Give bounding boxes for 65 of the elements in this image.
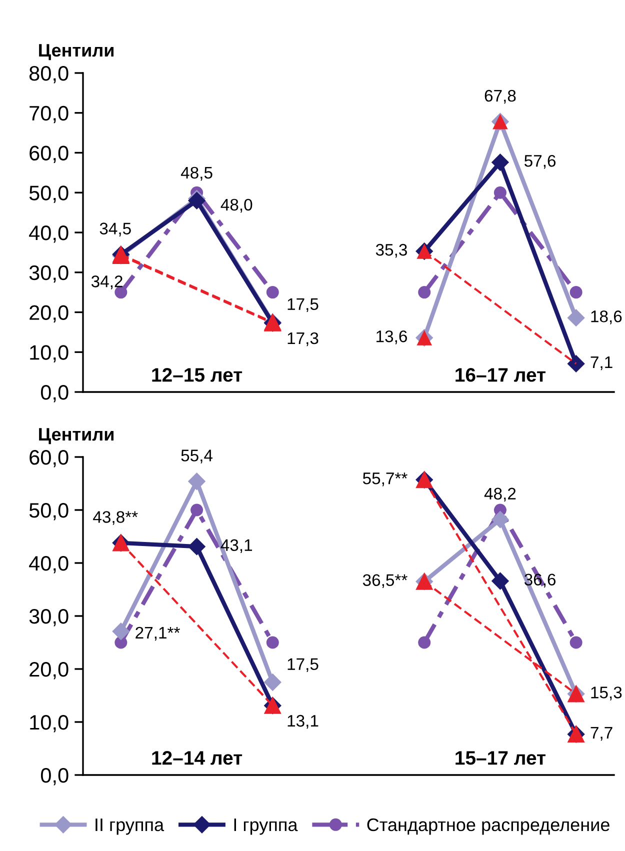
data-label: 13,1 [288,714,318,729]
data-label: 34,2 [91,276,122,290]
data-label: 7,7 [590,727,612,741]
y-tick-label: 0,0 [40,768,68,786]
y-tick-label: 60,0 [30,450,68,468]
point [494,186,506,199]
y-tick-label: 50,0 [29,186,68,203]
y-tick-label: 10,0 [30,345,68,362]
data-label: 17,5 [288,658,318,672]
y-tick-label: 60,0 [30,146,68,163]
point [188,538,206,556]
y-axis-title: Центили [39,44,114,60]
point [568,309,585,326]
point [418,286,431,299]
y-tick-label: 50,0 [29,503,68,520]
y-tick-label: 40,0 [29,556,68,574]
y-tick-label: 30,0 [29,609,68,626]
data-label: 17,3 [288,332,318,346]
data-label: 43,1 [220,539,252,554]
data-label: 55,4 [181,450,213,464]
point [492,510,509,528]
point [570,286,582,299]
point [188,472,206,490]
annotation: 12–15 лет [152,368,242,382]
data-label: 7,1 [590,356,612,370]
y-tick-label: 80,0 [29,66,68,84]
y-tick-label: 40,0 [29,226,68,243]
data-label: 27,1** [136,626,180,641]
legend-label: Стандартное распределение [367,818,610,835]
point [190,504,204,516]
point [266,286,279,299]
annotation: 15–17 лет [456,751,546,765]
data-label: 15,3 [591,686,622,700]
point [266,636,279,649]
data-label: 43,8** [93,511,138,525]
point [264,674,282,691]
data-label: 18,6 [591,310,622,324]
point [492,154,509,171]
data-label: 48,0 [220,198,252,213]
data-label: 67,8 [484,90,516,104]
point [418,636,431,649]
y-tick-label: 10,0 [30,715,68,732]
legend-label: II группа [96,818,164,835]
y-tick-label: 0,0 [40,385,68,402]
data-label: 48,5 [180,166,212,181]
point [492,572,509,590]
y-axis-title: Центили [39,428,114,444]
data-label: 48,2 [484,488,516,502]
y-tick-label: 70,0 [30,106,68,124]
point [112,622,130,640]
data-label: 35,3 [376,244,407,258]
annotation: 12–14 лет [152,751,242,765]
data-label: 36,5** [362,574,408,588]
y-tick-label: 20,0 [30,305,68,322]
data-label: 34,5 [100,222,131,236]
data-label: 17,5 [288,298,318,312]
y-tick-label: 20,0 [30,662,68,680]
data-label: 55,7** [362,472,408,486]
annotation: 16–17 лет [456,368,546,382]
point [568,355,585,372]
legend-label: I группа [234,818,298,835]
data-label: 13,6 [376,330,407,344]
point [570,636,582,649]
data-label: 57,6 [524,154,556,169]
y-tick-label: 30,0 [29,265,68,283]
